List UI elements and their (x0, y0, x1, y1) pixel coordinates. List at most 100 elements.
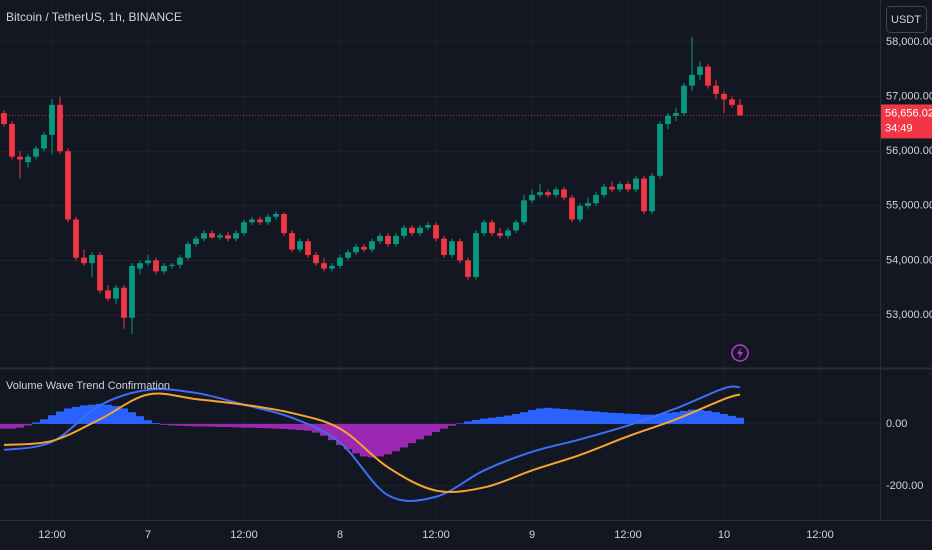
histogram-bar (160, 423, 168, 425)
candle-body (433, 224, 439, 239)
x-tick-label: 12:00 (614, 529, 642, 541)
histogram-bar (720, 414, 728, 424)
histogram-bar (736, 417, 744, 424)
histogram-bar (504, 415, 512, 424)
candle-body (169, 264, 175, 266)
candle-body (697, 66, 703, 75)
candle-body (201, 233, 207, 239)
candle-body (137, 263, 143, 269)
y-tick-label: -200.00 (886, 480, 923, 492)
candle-body (385, 235, 391, 245)
histogram-bar (552, 408, 560, 424)
histogram-bar (584, 410, 592, 424)
candle-body (729, 99, 735, 105)
histogram-bar (456, 423, 464, 424)
histogram-bar (240, 423, 248, 428)
histogram-bar (8, 423, 16, 429)
histogram-bar (360, 423, 368, 457)
candle-body (153, 260, 159, 272)
histogram-bar (120, 408, 128, 424)
candle-body (689, 74, 695, 86)
candle-body (585, 203, 591, 206)
candle-body (497, 233, 503, 236)
candle-body (25, 156, 31, 163)
candle-body (657, 123, 663, 176)
histogram-bar (304, 423, 312, 431)
candle-body (393, 235, 399, 245)
alert-circle[interactable] (731, 344, 749, 362)
candle-body (489, 222, 495, 234)
histogram-bar (400, 423, 408, 448)
histogram-bar (16, 423, 24, 428)
candle-body (369, 241, 375, 250)
candle-body (337, 257, 343, 266)
candle-body (521, 200, 527, 223)
candle-body (737, 104, 743, 116)
candle-body (449, 241, 455, 255)
histogram-bar (320, 423, 328, 436)
histogram-bar (496, 416, 504, 424)
y-tick-label: 58,000.00 (886, 36, 932, 48)
y-tick-label: 55,000.00 (886, 200, 932, 212)
currency-button[interactable] (886, 6, 927, 33)
candle-body (465, 260, 471, 277)
alert-bolt[interactable] (737, 347, 743, 359)
histogram-bar (48, 415, 56, 424)
candle-body (441, 238, 447, 255)
candle-body (17, 156, 23, 160)
last-price-label: 56,656.02 (885, 107, 932, 119)
histogram-bar (616, 413, 624, 424)
x-tick-label: 12:00 (230, 529, 258, 541)
histogram-bar (24, 423, 32, 426)
candle-body (97, 254, 103, 291)
histogram-bar (192, 423, 200, 427)
candle-body (73, 219, 79, 258)
candle-body (577, 205, 583, 220)
histogram-bar (0, 423, 8, 429)
histogram-bar (64, 408, 72, 424)
histogram-bar (624, 413, 632, 424)
histogram-bar (72, 406, 80, 424)
x-tick-label: 12:00 (806, 529, 834, 541)
histogram-bar (480, 418, 488, 424)
histogram-bar (56, 411, 64, 424)
candle-body (281, 214, 287, 234)
histogram-bar (272, 423, 280, 429)
y-tick-label: 53,000.00 (886, 309, 932, 321)
histogram-bar (568, 409, 576, 424)
histogram-bar (408, 423, 416, 444)
x-tick-label: 12:00 (422, 529, 450, 541)
y-tick-label: 54,000.00 (886, 254, 932, 266)
candle-body (593, 194, 599, 204)
histogram-bar (728, 415, 736, 424)
histogram-bar (656, 414, 664, 424)
x-tick-label: 10 (718, 529, 730, 541)
candle-body (721, 93, 727, 100)
symbol-title: Bitcoin / TetherUS, 1h, BINANCE (6, 10, 182, 24)
candle-body (345, 252, 351, 258)
histogram-bar (600, 412, 608, 424)
histogram-bar (264, 423, 272, 429)
histogram-bar (128, 412, 136, 424)
candle-body (265, 216, 271, 223)
candle-body (273, 214, 279, 217)
x-tick-label: 12:00 (38, 529, 66, 541)
histogram-bar (664, 413, 672, 424)
candle-body (705, 66, 711, 86)
histogram-bar (32, 422, 40, 424)
histogram-bar (256, 423, 264, 428)
histogram-bar (344, 423, 352, 450)
alert-icon[interactable] (731, 344, 749, 362)
candle-body (129, 265, 135, 318)
histogram-bar (208, 423, 216, 427)
histogram-bar (392, 423, 400, 452)
candle-body (193, 238, 199, 245)
histogram-bar (432, 423, 440, 432)
histogram-bar (176, 423, 184, 426)
candle-body (473, 233, 479, 277)
candle-body (161, 265, 167, 272)
currency-label[interactable]: USDT (891, 14, 921, 26)
candle-body (545, 192, 551, 195)
candle-body (225, 235, 231, 239)
candle-body (649, 175, 655, 212)
